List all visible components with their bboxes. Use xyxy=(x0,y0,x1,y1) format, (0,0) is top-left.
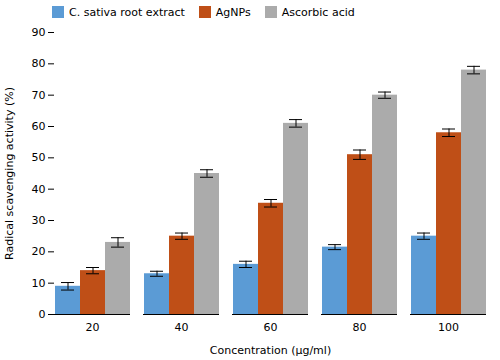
svg-text:90: 90 xyxy=(32,26,46,39)
html-text:C. sativa root extract: C. sativa root extract xyxy=(69,5,185,19)
svg-text:40: 40 xyxy=(32,183,46,196)
svg-text:50: 50 xyxy=(32,151,46,164)
svg-text:10: 10 xyxy=(32,277,46,290)
html-text:AgNPs: AgNPs xyxy=(215,5,251,19)
svg-text:Concentration (μg/ml): Concentration (μg/ml) xyxy=(210,344,331,357)
svg-text:60: 60 xyxy=(264,321,278,334)
svg-text:80: 80 xyxy=(353,321,367,334)
svg-text:Radical scavenging activity (%: Radical scavenging activity (%) xyxy=(3,87,16,260)
svg-text:40: 40 xyxy=(175,321,189,334)
svg-text:20: 20 xyxy=(86,321,100,334)
svg-text:100: 100 xyxy=(438,321,459,334)
svg-text:20: 20 xyxy=(32,245,46,258)
svg-text:60: 60 xyxy=(32,120,46,133)
svg-text:70: 70 xyxy=(32,89,46,102)
html-text:Ascorbic acid: Ascorbic acid xyxy=(281,5,355,19)
svg-text:0: 0 xyxy=(39,308,46,321)
svg-text:30: 30 xyxy=(32,214,46,227)
svg-text:80: 80 xyxy=(32,57,46,70)
